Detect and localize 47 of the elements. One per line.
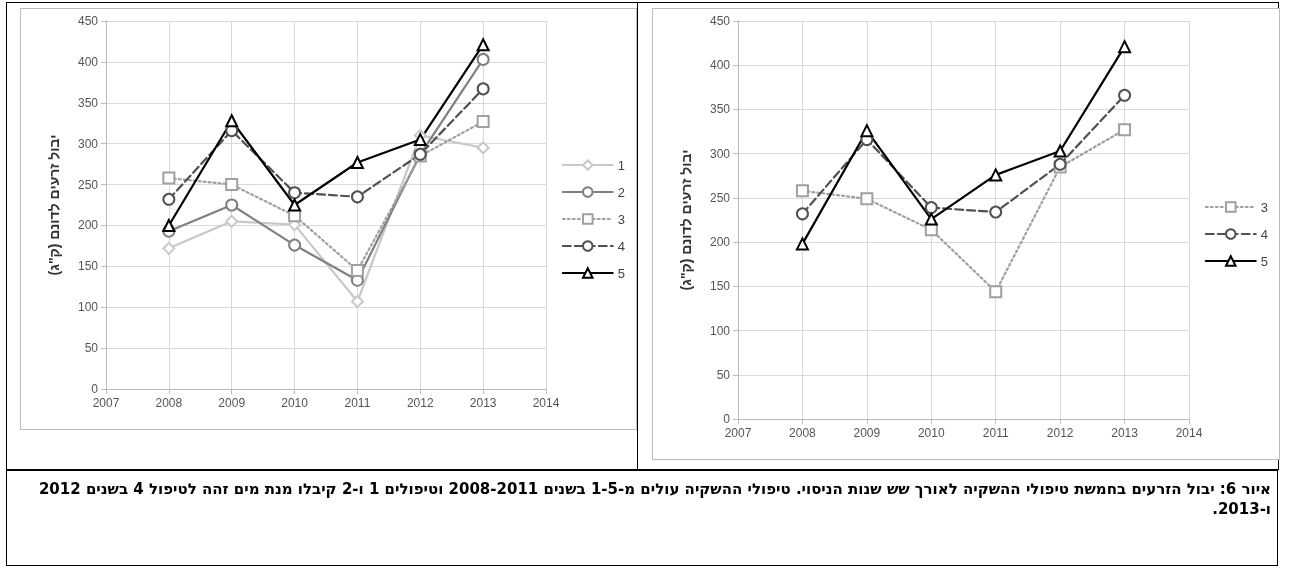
y-tick-label: 150 [77, 259, 99, 274]
y-tick-label: 350 [709, 102, 731, 117]
legend-label: 3 [1260, 199, 1268, 215]
legend-label: 5 [617, 265, 625, 281]
x-tick-label: 2009 [218, 396, 246, 410]
x-tick-label: 2008 [155, 396, 183, 410]
y-tick-label: 350 [77, 95, 99, 110]
legend-label: 3 [617, 211, 625, 227]
y-axis-title: יבול זרעים לדונם (ק"ג) [46, 134, 62, 276]
x-tick-label: 2011 [982, 426, 1009, 440]
y-tick-label: 150 [709, 279, 731, 294]
y-tick-label: 450 [709, 14, 731, 28]
legend-label: 4 [617, 238, 625, 254]
x-tick-label: 2009 [853, 426, 881, 440]
x-tick-label: 2010 [281, 396, 309, 410]
y-tick-label: 250 [77, 177, 99, 192]
legend-label: 4 [1260, 226, 1268, 242]
text: איור 6: יבול הזרעים בחמשת טיפולי ההשקיה לאורך שש שנות הניסוי. טיפולי ההשקיה עולים מ-1-5 בשנים 2008-2011 וטיפולים 1 ו-2 קיבלו מנת מים זהה לטיפול 4 בשנים 2012 ו-2013. [6, 470, 1278, 566]
x-tick-label: 2012 [406, 396, 434, 410]
y-tick-label: 50 [84, 341, 99, 356]
y-tick-label: 400 [77, 54, 99, 69]
y-tick-label: 300 [77, 136, 99, 151]
x-tick-label: 2014 [532, 396, 560, 410]
y-tick-label: 50 [716, 367, 731, 382]
y-tick-label: 250 [709, 190, 731, 205]
y-tick-label: 0 [723, 412, 731, 426]
x-tick-label: 2007 [92, 396, 120, 410]
x-tick-label: 2011 [344, 396, 371, 410]
y-tick-label: 200 [77, 218, 99, 233]
legend-label: 5 [1260, 253, 1268, 269]
y-tick-label: 200 [709, 235, 731, 250]
y-tick-label: 0 [91, 382, 99, 396]
x-tick-label: 2013 [1111, 426, 1139, 440]
x-tick-label: 2008 [789, 426, 817, 440]
y-tick-label: 100 [77, 300, 99, 315]
y-axis-title: יבול זרעים לדונם (ק"ג) [678, 149, 694, 291]
legend-label: 1 [617, 157, 625, 173]
x-tick-label: 2012 [1046, 426, 1074, 440]
x-tick-label: 2007 [724, 426, 752, 440]
legend-label: 2 [617, 184, 625, 200]
x-tick-label: 2013 [469, 396, 497, 410]
y-tick-label: 400 [709, 58, 731, 73]
y-tick-label: 300 [709, 146, 731, 161]
x-tick-label: 2010 [917, 426, 945, 440]
x-tick-label: 2014 [1175, 426, 1203, 440]
y-tick-label: 100 [709, 323, 731, 338]
y-tick-label: 450 [77, 14, 99, 28]
